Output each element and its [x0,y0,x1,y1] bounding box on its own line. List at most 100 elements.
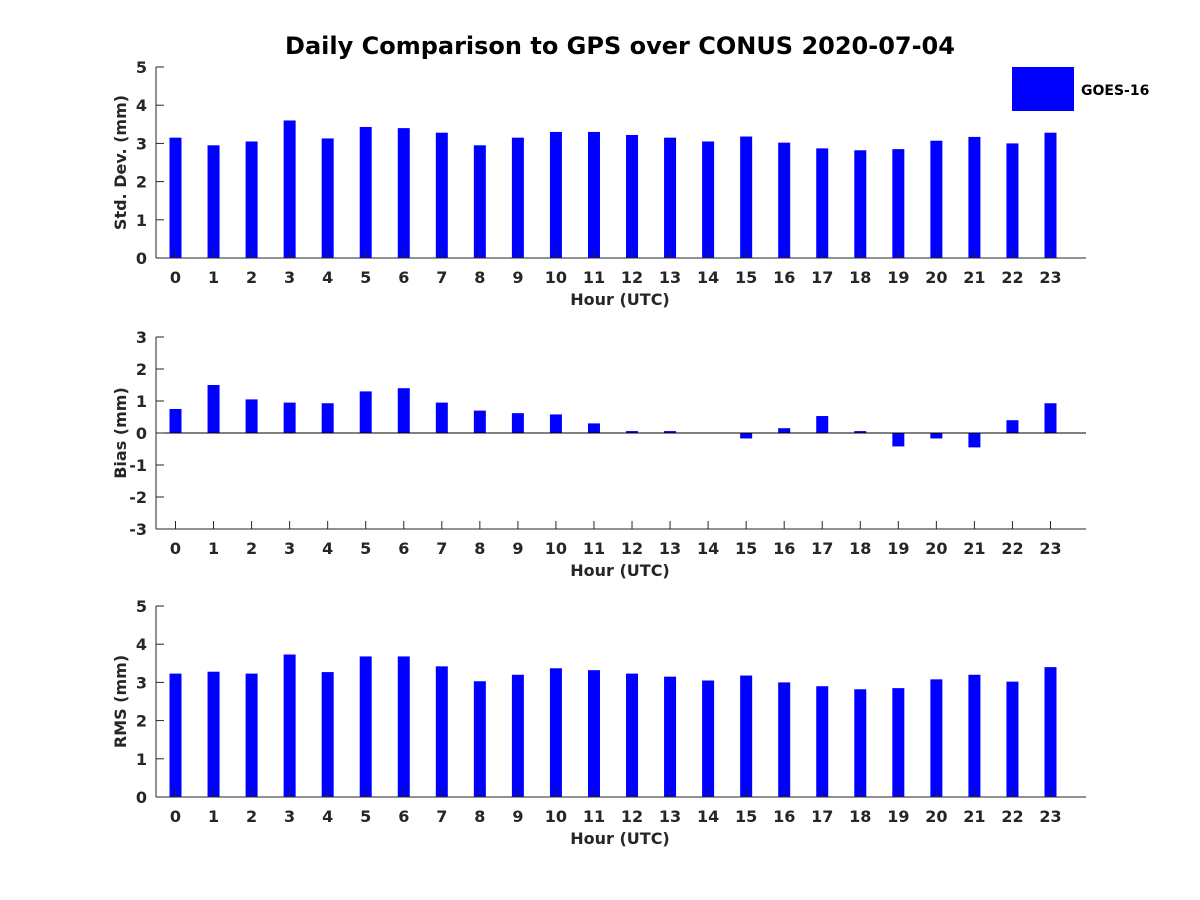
x-tick-label: 19 [887,807,909,826]
x-tick-label: 20 [925,539,947,558]
bar-hour-3 [283,120,296,258]
x-tick-label: 7 [436,268,447,287]
y-axis-label: RMS (mm) [111,655,130,748]
bar-hour-3 [283,654,296,797]
bar-hour-22 [1006,420,1019,433]
x-axis-label: Hour (UTC) [570,290,670,309]
y-tick-label: 1 [136,211,147,230]
bar-hour-10 [549,414,562,433]
bar-hour-7 [435,132,448,258]
bar-hour-13 [664,676,677,797]
bar-hour-21 [968,674,981,797]
bar-hour-5 [359,391,372,433]
bar-hour-2 [245,673,258,797]
y-tick-label: 0 [136,788,147,807]
bar-hour-17 [816,148,829,258]
x-tick-label: 3 [284,539,295,558]
bar-hour-9 [511,137,524,258]
y-tick-label: 2 [136,173,147,192]
x-tick-label: 23 [1039,807,1061,826]
y-tick-label: 3 [136,328,147,347]
bar-hour-3 [283,402,296,433]
x-tick-label: 10 [545,268,567,287]
legend-swatch [1012,67,1074,111]
x-tick-label: 3 [284,807,295,826]
x-tick-label: 12 [621,807,643,826]
bar-hour-12 [626,673,639,797]
bar-hour-16 [778,428,791,433]
bar-hour-10 [549,131,562,258]
x-tick-label: 1 [208,268,219,287]
x-tick-label: 0 [170,268,181,287]
bar-hour-10 [549,668,562,797]
bar-hour-4 [321,138,334,258]
x-tick-label: 8 [474,268,485,287]
x-tick-label: 11 [583,539,605,558]
bar-hour-9 [511,674,524,797]
bar-hour-0 [169,137,182,258]
bar-hour-0 [169,409,182,433]
x-tick-label: 6 [398,268,409,287]
x-tick-label: 17 [811,539,833,558]
x-tick-label: 18 [849,268,871,287]
bar-hour-20 [930,679,943,797]
bar-hour-18 [854,150,867,258]
x-tick-label: 11 [583,268,605,287]
x-tick-label: 10 [545,807,567,826]
bar-hour-8 [473,681,486,797]
x-tick-label: 14 [697,539,719,558]
x-tick-label: 13 [659,807,681,826]
bar-hour-15 [740,433,753,439]
bar-hour-1 [207,385,220,433]
bar-hour-23 [1044,132,1057,258]
bar-hour-19 [892,433,905,447]
bar-hour-23 [1044,403,1057,433]
x-tick-label: 9 [512,807,523,826]
x-tick-label: 0 [170,807,181,826]
x-tick-label: 20 [925,807,947,826]
bar-hour-6 [397,128,410,258]
x-tick-label: 16 [773,807,795,826]
bar-hour-11 [587,670,600,797]
bar-hour-16 [778,142,791,258]
x-tick-label: 4 [322,268,333,287]
bar-hour-4 [321,672,334,797]
x-tick-label: 8 [474,807,485,826]
y-tick-label: 3 [136,673,147,692]
x-tick-label: 22 [1001,807,1023,826]
y-tick-label: 5 [136,597,147,616]
y-axis-label: Bias (mm) [111,387,130,479]
x-tick-label: 17 [811,268,833,287]
x-tick-label: 2 [246,268,257,287]
bar-hour-22 [1006,143,1019,258]
x-tick-label: 19 [887,268,909,287]
x-tick-label: 7 [436,807,447,826]
bar-hour-5 [359,126,372,258]
y-tick-label: 0 [136,249,147,268]
bar-hour-0 [169,673,182,797]
x-tick-label: 0 [170,539,181,558]
bar-hour-16 [778,682,791,797]
x-tick-label: 18 [849,807,871,826]
bar-hour-22 [1006,681,1019,797]
x-tick-label: 14 [697,807,719,826]
bar-hour-12 [626,431,639,433]
x-tick-label: 9 [512,539,523,558]
bar-hour-15 [740,136,753,258]
x-tick-label: 15 [735,807,757,826]
bar-hour-4 [321,403,334,433]
x-tick-label: 18 [849,539,871,558]
y-tick-label: 1 [136,392,147,411]
y-tick-label: -3 [129,520,147,539]
x-tick-label: 17 [811,807,833,826]
y-tick-label: 2 [136,712,147,731]
x-tick-label: 22 [1001,539,1023,558]
x-tick-label: 1 [208,539,219,558]
bar-hour-9 [511,413,524,433]
bar-hour-18 [854,431,867,433]
x-tick-label: 2 [246,539,257,558]
x-tick-label: 16 [773,539,795,558]
bar-hour-5 [359,656,372,797]
